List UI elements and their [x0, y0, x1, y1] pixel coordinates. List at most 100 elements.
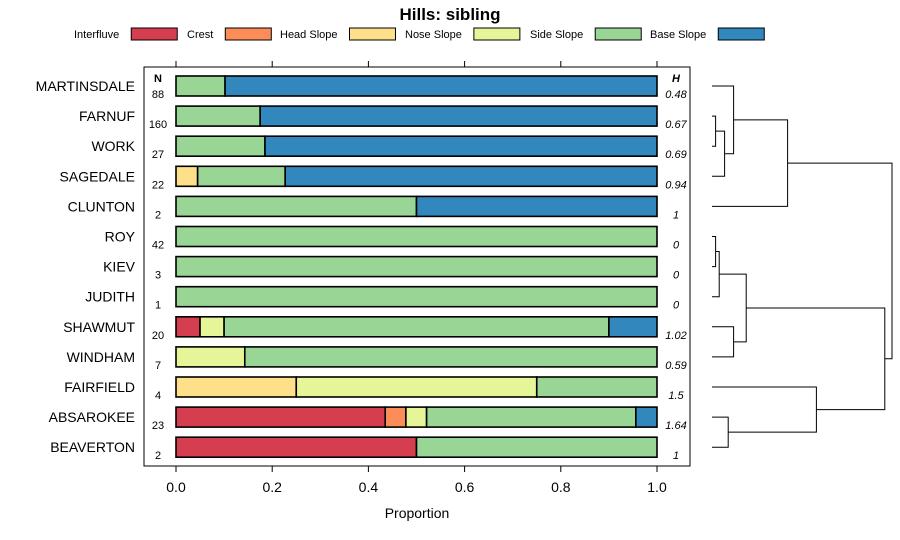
- dendrogram-branch-11: [787, 162, 893, 360]
- bar-segment-absarokee-crest: [384, 406, 407, 428]
- n-column-header: N: [154, 73, 162, 85]
- h-value-kiev: 0: [673, 270, 680, 282]
- dendrogram-branch-4: [712, 326, 735, 358]
- dendrogram-branch-1: [712, 236, 717, 268]
- dendrogram-branch-10: [746, 307, 886, 411]
- n-value-beaverton: 2: [155, 450, 161, 462]
- n-value-sagedale: 22: [152, 179, 164, 191]
- x-tick-label-3: 0.6: [455, 479, 475, 495]
- bar-segment-windham-side-slope: [243, 346, 658, 368]
- h-value-judith: 0: [673, 300, 680, 312]
- category-label-beaverton: BEAVERTON: [50, 439, 135, 455]
- bar-segment-sagedale-head-slope: [175, 165, 199, 188]
- bar-segment-farnuf-side-slope: [175, 105, 261, 127]
- legend-label-side-slope: Side Slope: [530, 29, 583, 41]
- legend-swatch-crest: [224, 27, 272, 41]
- bar-segment-farnuf-base-slope: [259, 105, 658, 127]
- n-value-judith: 1: [155, 300, 161, 312]
- bar-segment-absarokee-nose-slope: [405, 406, 428, 428]
- h-value-absarokee: 1.64: [665, 420, 686, 432]
- category-label-sagedale: SAGEDALE: [60, 168, 135, 184]
- x-axis: 0.0 0.2 0.4 0.6 0.8 1.0: [166, 61, 667, 495]
- dendrogram: [712, 85, 893, 448]
- category-label-fairfield: FAIRFIELD: [64, 379, 135, 395]
- h-value-farnuf: 0.67: [665, 119, 687, 131]
- legend-label-crest: Crest: [187, 29, 213, 41]
- bar-segment-fairfield-nose-slope: [295, 376, 538, 398]
- n-value-windham: 7: [155, 360, 161, 372]
- bar-segment-sagedale-base-slope: [284, 165, 658, 188]
- x-tick-label-2: 0.4: [359, 479, 379, 495]
- chart-title: Hills: sibling: [399, 5, 500, 24]
- plot-panel: [143, 66, 691, 467]
- category-label-work: WORK: [91, 138, 135, 154]
- bar-segment-martinsdale-base-slope: [224, 75, 658, 97]
- bar-segment-clunton-base-slope: [415, 195, 658, 218]
- bar-segment-martinsdale-side-slope: [175, 75, 226, 97]
- n-value-absarokee: 23: [152, 420, 164, 432]
- n-value-shawmut: 20: [152, 330, 164, 342]
- category-label-windham: WINDHAM: [67, 349, 135, 365]
- h-value-fairfield: 1.5: [668, 390, 684, 402]
- category-label-martinsdale: MARTINSDALE: [36, 78, 135, 94]
- legend-swatch-side-slope: [594, 27, 642, 41]
- bar-segment-fairfield-head-slope: [175, 376, 298, 398]
- n-value-roy: 42: [152, 240, 164, 252]
- category-label-farnuf: FARNUF: [79, 108, 135, 124]
- category-label-kiev: KIEV: [103, 259, 136, 275]
- dendrogram-branch-9: [712, 386, 817, 433]
- h-value-windham: 0.59: [665, 360, 686, 372]
- category-label-absarokee: ABSAROKEE: [49, 409, 135, 425]
- n-value-farnuf: 160: [149, 119, 167, 131]
- bar-segment-beaverton-interfluve: [175, 436, 418, 459]
- h-value-clunton: 1: [673, 209, 679, 221]
- x-tick-label-4: 0.8: [551, 479, 571, 495]
- category-label-shawmut: SHAWMUT: [63, 319, 135, 335]
- h-column-header: H: [672, 73, 681, 85]
- bar-segment-windham-nose-slope: [175, 346, 246, 368]
- bar-segment-shawmut-base-slope: [608, 315, 658, 338]
- h-value-roy: 0: [673, 240, 680, 252]
- dendrogram-branch-8: [712, 119, 789, 207]
- bar-segment-absarokee-interfluve: [175, 406, 387, 428]
- legend-label-nose-slope: Nose Slope: [405, 29, 462, 41]
- bar-segment-roy-side-slope: [175, 225, 658, 248]
- x-axis-label: Proportion: [385, 505, 450, 521]
- bar-segment-beaverton-side-slope: [415, 436, 658, 459]
- legend: Interfluve Crest Head Slope Nose Slope Side …: [74, 27, 765, 41]
- dendrogram-branch-3: [712, 130, 726, 177]
- bar-segment-sagedale-side-slope: [196, 165, 286, 188]
- h-value-work: 0.69: [665, 149, 686, 161]
- bar-segment-absarokee-base-slope: [635, 406, 658, 428]
- bar-segment-fairfield-side-slope: [535, 376, 658, 398]
- dendrogram-branch-5: [712, 416, 729, 448]
- h-value-beaverton: 1: [673, 450, 679, 462]
- x-tick-label-0: 0.0: [166, 479, 186, 495]
- legend-swatch-interfluve: [130, 27, 178, 41]
- legend-label-base-slope: Base Slope: [650, 29, 706, 41]
- bar-segment-work-base-slope: [264, 135, 658, 157]
- bar-segment-shawmut-interfluve: [175, 315, 201, 338]
- n-value-clunton: 2: [155, 209, 161, 221]
- category-label-clunton: CLUNTON: [68, 198, 135, 214]
- dendrogram-branch-0: [712, 115, 717, 147]
- category-label-judith: JUDITH: [85, 289, 135, 305]
- h-value-sagedale: 0.94: [665, 179, 686, 191]
- bar-segment-work-side-slope: [175, 135, 266, 157]
- bar-segment-shawmut-nose-slope: [199, 315, 225, 338]
- bar-segment-absarokee-side-slope: [425, 406, 637, 428]
- legend-swatch-nose-slope: [473, 27, 521, 41]
- legend-swatch-base-slope: [717, 27, 765, 41]
- dendrogram-branch-7: [719, 273, 747, 343]
- n-value-fairfield: 4: [155, 390, 161, 402]
- bar-segment-clunton-side-slope: [175, 195, 418, 218]
- n-value-martinsdale: 88: [152, 89, 164, 101]
- legend-label-head-slope: Head Slope: [280, 29, 338, 41]
- bar-segment-judith-side-slope: [175, 285, 658, 308]
- category-label-roy: ROY: [105, 229, 136, 245]
- h-value-martinsdale: 0.48: [665, 89, 687, 101]
- bar-segment-kiev-side-slope: [175, 255, 658, 278]
- x-tick-label-5: 1.0: [647, 479, 667, 495]
- x-tick-label-1: 0.2: [262, 479, 282, 495]
